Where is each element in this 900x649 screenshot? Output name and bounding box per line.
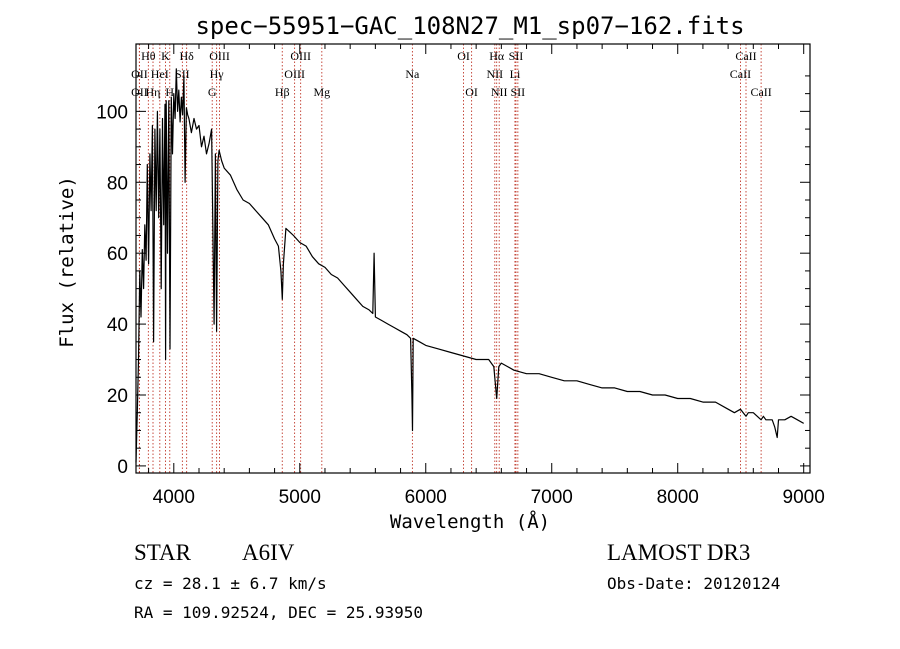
- y-tick-label: 20: [107, 386, 128, 407]
- y-tick-label: 80: [107, 173, 128, 194]
- spectral-line-label: NII: [491, 85, 508, 99]
- object-subclass: A6IV: [242, 540, 295, 565]
- object-class: STAR: [134, 540, 192, 565]
- x-tick-label: 4000: [153, 487, 195, 508]
- x-axis-label: Wavelength (Å): [390, 510, 550, 533]
- spectral-line-label: Na: [405, 67, 420, 81]
- spectral-line-markers: [138, 44, 762, 473]
- spectral-line-label: G: [208, 85, 217, 99]
- spectral-line-label: OIII: [284, 67, 305, 81]
- spectral-line-label: OII: [131, 85, 148, 99]
- spectral-line-label: Mg: [313, 85, 330, 99]
- x-tick-label: 7000: [531, 487, 573, 508]
- spectral-line-label: H: [165, 85, 174, 99]
- spectral-line-label: Li: [510, 67, 521, 81]
- spectral-line-label: NII: [486, 67, 503, 81]
- spectral-line-label: CaII: [735, 49, 756, 63]
- spectral-line-label: OI: [457, 49, 470, 63]
- x-tick-label: 6000: [405, 487, 447, 508]
- spectral-line-label: Hδ: [179, 49, 194, 63]
- spectral-line-label: Hβ: [275, 85, 290, 99]
- survey-name: LAMOST DR3: [607, 540, 750, 565]
- spectral-line-label: OII: [131, 67, 148, 81]
- plot-frame: [135, 43, 811, 474]
- chart-title: spec−55951−GAC_108N27_M1_sp07−162.fits: [195, 12, 744, 40]
- spectral-line-label: SII: [511, 85, 526, 99]
- y-tick-label: 40: [107, 315, 128, 336]
- x-axis-ticks: 4000 5000 6000 7000 8000 9000: [148, 44, 825, 508]
- spectral-line-label: Hγ: [210, 67, 225, 81]
- spectral-line-label: Hη: [146, 85, 161, 99]
- spectral-line-label: CaII: [730, 67, 751, 81]
- spectral-line-label: OI: [465, 85, 478, 99]
- spectral-line-label: OIII: [209, 49, 230, 63]
- spectral-line-label: Hθ: [141, 49, 156, 63]
- y-tick-label: 0: [117, 457, 128, 478]
- y-axis-ticks: 0 20 40 60 80 100: [96, 75, 810, 478]
- spectral-line-label: CaII: [750, 85, 771, 99]
- spectral-line-label: SII: [509, 49, 524, 63]
- spectral-line-label: SII: [175, 67, 190, 81]
- spectrum-line: [135, 68, 804, 463]
- y-tick-label: 60: [107, 244, 128, 265]
- y-axis-label: Flux (relative): [56, 176, 78, 348]
- spectral-line-label: Hα: [489, 49, 505, 63]
- coordinates: RA = 109.92524, DEC = 25.93950: [134, 603, 423, 622]
- y-tick-label: 100: [96, 102, 128, 123]
- spectral-line-label: OIII: [290, 49, 311, 63]
- x-tick-label: 8000: [657, 487, 699, 508]
- redshift-velocity: cz = 28.1 ± 6.7 km/s: [134, 574, 327, 593]
- x-tick-label: 5000: [279, 487, 321, 508]
- observation-date: Obs-Date: 20120124: [607, 574, 780, 593]
- x-tick-label: 9000: [783, 487, 825, 508]
- spectral-line-label: HeI: [151, 67, 169, 81]
- spectral-line-label: K: [161, 49, 170, 63]
